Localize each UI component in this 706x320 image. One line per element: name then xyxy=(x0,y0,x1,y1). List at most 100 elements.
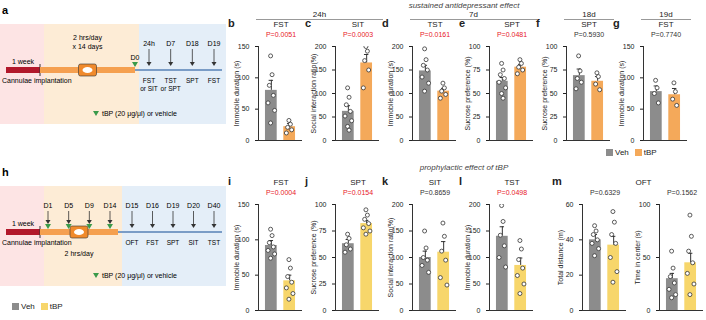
svg-text:SIT: SIT xyxy=(188,239,198,246)
html-text:FST: FST xyxy=(273,20,289,29)
svg-text:0: 0 xyxy=(400,307,404,314)
svg-text:D40: D40 xyxy=(208,202,221,209)
svg-text:0: 0 xyxy=(631,137,635,144)
html-text:m: m xyxy=(552,175,562,187)
html-text:sustained antidepressant effec: sustained antidepressant effect xyxy=(408,1,520,10)
svg-text:or SIT: or SIT xyxy=(140,85,158,92)
html-text:18d: 18d xyxy=(582,10,596,19)
svg-text:0: 0 xyxy=(400,137,404,144)
html-text:Veh: Veh xyxy=(615,148,629,157)
svg-text:50: 50 xyxy=(242,271,250,278)
svg-text:Social interaction ratio(%): Social interaction ratio(%) xyxy=(310,54,318,134)
svg-text:75: 75 xyxy=(550,66,558,73)
svg-text:50: 50 xyxy=(319,254,327,261)
svg-text:25: 25 xyxy=(550,113,558,120)
svg-text:Total distance (m): Total distance (m) xyxy=(557,230,565,285)
svg-text:OFT: OFT xyxy=(126,239,139,246)
svg-text:D18: D18 xyxy=(186,40,199,47)
svg-text:100: 100 xyxy=(469,43,481,50)
svg-text:0: 0 xyxy=(570,307,574,314)
svg-text:25: 25 xyxy=(319,280,327,287)
svg-text:100: 100 xyxy=(315,201,327,208)
svg-text:100: 100 xyxy=(639,201,651,208)
svg-text:50: 50 xyxy=(319,113,327,120)
svg-text:Immobile duration (s): Immobile duration (s) xyxy=(464,225,472,291)
svg-text:Immobile duration (s): Immobile duration (s) xyxy=(387,61,395,127)
svg-text:Time in center (s): Time in center (s) xyxy=(634,230,642,284)
svg-text:100: 100 xyxy=(546,43,558,50)
svg-text:D15: D15 xyxy=(126,202,139,209)
html-text:tBP: tBP xyxy=(643,148,657,157)
svg-text:FST: FST xyxy=(143,77,155,84)
svg-text:FST: FST xyxy=(146,239,158,246)
svg-text:40: 40 xyxy=(566,236,574,243)
svg-text:150: 150 xyxy=(238,43,250,50)
svg-text:Social interaction ratio(%): Social interaction ratio(%) xyxy=(387,218,395,298)
svg-text:200: 200 xyxy=(315,43,327,50)
svg-text:200: 200 xyxy=(392,201,404,208)
svg-text:200: 200 xyxy=(469,201,481,208)
svg-text:D0: D0 xyxy=(131,54,140,61)
svg-text:75: 75 xyxy=(473,66,481,73)
html-text:7d: 7d xyxy=(469,10,478,19)
svg-text:TST: TST xyxy=(208,239,220,246)
svg-text:75: 75 xyxy=(319,227,327,234)
svg-text:SPT: SPT xyxy=(167,239,180,246)
svg-text:D20: D20 xyxy=(187,202,200,209)
svg-text:0: 0 xyxy=(246,137,250,144)
svg-text:Cannulae implantation: Cannulae implantation xyxy=(2,239,72,247)
svg-text:0: 0 xyxy=(246,307,250,314)
svg-text:50: 50 xyxy=(473,280,481,287)
svg-text:60: 60 xyxy=(566,201,574,208)
svg-text:Immobile duration (s): Immobile duration (s) xyxy=(233,225,241,291)
svg-text:1 week: 1 week xyxy=(12,220,35,227)
svg-text:0: 0 xyxy=(323,137,327,144)
svg-text:D1: D1 xyxy=(44,202,53,209)
html-text:24h: 24h xyxy=(312,10,327,19)
svg-text:D7: D7 xyxy=(166,40,175,47)
svg-text:1 week: 1 week xyxy=(12,58,35,65)
svg-text:Sucrose preference (%): Sucrose preference (%) xyxy=(464,57,472,131)
svg-text:200: 200 xyxy=(392,43,404,50)
svg-text:50: 50 xyxy=(396,113,404,120)
svg-text:150: 150 xyxy=(238,201,250,208)
svg-text:D19: D19 xyxy=(208,40,221,47)
svg-text:D5: D5 xyxy=(64,202,73,209)
svg-text:D19: D19 xyxy=(167,202,180,209)
svg-text:50: 50 xyxy=(643,254,651,261)
svg-text:FST: FST xyxy=(208,77,220,84)
svg-text:0: 0 xyxy=(647,307,651,314)
svg-text:D9: D9 xyxy=(85,202,94,209)
svg-text:50: 50 xyxy=(473,90,481,97)
svg-text:0: 0 xyxy=(477,137,481,144)
svg-text:tBP (20 μg/μl) or vehicle: tBP (20 μg/μl) or vehicle xyxy=(102,110,177,118)
svg-text:or SPT: or SPT xyxy=(161,85,181,92)
svg-text:0: 0 xyxy=(323,307,327,314)
svg-text:Immobile duration (s): Immobile duration (s) xyxy=(233,61,241,127)
svg-text:50: 50 xyxy=(550,90,558,97)
svg-text:20: 20 xyxy=(566,271,574,278)
svg-text:a: a xyxy=(2,4,9,16)
svg-text:tBP (20 μg/μl) or vehicle: tBP (20 μg/μl) or vehicle xyxy=(102,272,177,280)
svg-text:D14: D14 xyxy=(104,202,117,209)
svg-text:Sucrose preference (%): Sucrose preference (%) xyxy=(541,57,549,131)
svg-text:Sucrose preference (%): Sucrose preference (%) xyxy=(310,221,318,295)
svg-text:D16: D16 xyxy=(146,202,159,209)
svg-text:25: 25 xyxy=(473,113,481,120)
svg-text:2 hrs/day: 2 hrs/day xyxy=(73,34,102,42)
svg-text:50: 50 xyxy=(396,280,404,287)
svg-text:TST: TST xyxy=(165,77,177,84)
svg-text:0: 0 xyxy=(554,137,558,144)
svg-text:Immobile duration (s): Immobile duration (s) xyxy=(618,61,626,127)
svg-text:Cannulae implantation: Cannulae implantation xyxy=(2,77,72,85)
svg-text:50: 50 xyxy=(627,105,635,112)
svg-text:0: 0 xyxy=(477,307,481,314)
svg-text:h: h xyxy=(2,166,9,178)
svg-text:x 14 days: x 14 days xyxy=(73,43,103,51)
svg-text:SPT: SPT xyxy=(186,77,199,84)
svg-text:50: 50 xyxy=(242,105,250,112)
svg-text:2 hrs/day: 2 hrs/day xyxy=(65,250,94,258)
html-text:19d: 19d xyxy=(659,10,673,19)
svg-text:150: 150 xyxy=(623,43,635,50)
svg-text:24h: 24h xyxy=(143,40,155,47)
